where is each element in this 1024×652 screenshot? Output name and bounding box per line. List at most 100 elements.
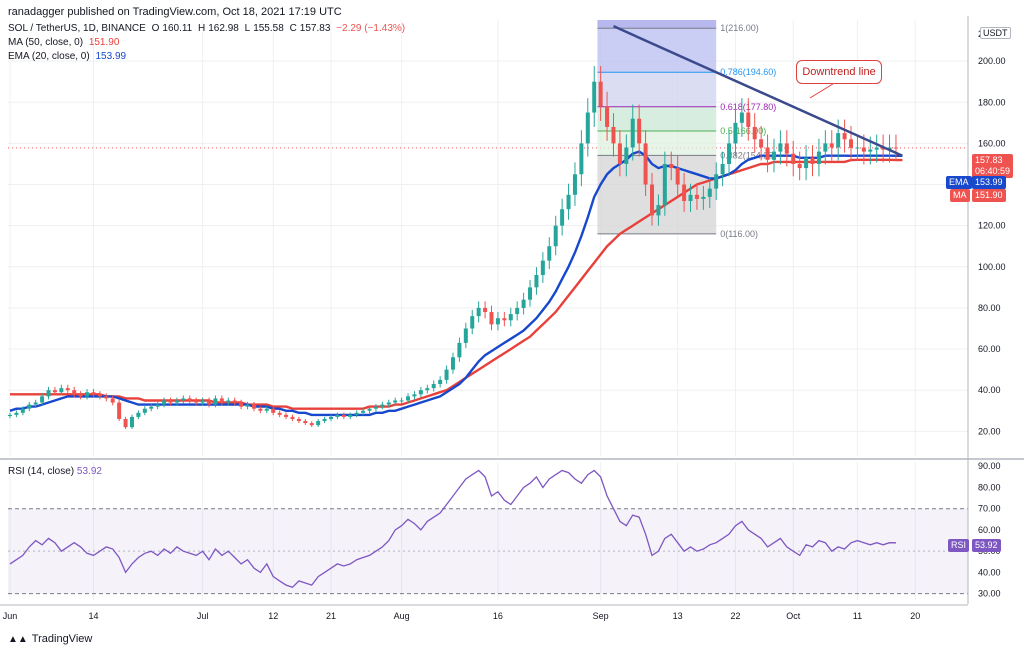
- candle: [893, 134, 898, 161]
- candle-body: [348, 414, 353, 417]
- candle: [592, 66, 597, 127]
- candle-body: [393, 400, 398, 403]
- candle: [412, 391, 417, 400]
- candle-body: [264, 408, 269, 411]
- candle-body: [868, 149, 873, 152]
- candle-body: [560, 209, 565, 226]
- fibonacci-retracement: 1(216.00)0.786(194.60)0.618(177.80)0.5(1…: [597, 20, 776, 239]
- candle-body: [296, 418, 301, 422]
- rsi-tick-label: 70.00: [978, 504, 1001, 514]
- ema-legend[interactable]: EMA (20, close, 0) 153.99: [8, 51, 129, 62]
- candle-body: [688, 194, 693, 201]
- time-tick-label: 20: [910, 611, 920, 621]
- currency-badge[interactable]: USDT: [980, 27, 1011, 39]
- candle: [675, 155, 680, 197]
- fib-level-label: 1(216.00): [720, 23, 759, 33]
- fib-zone: [597, 72, 717, 107]
- candle: [97, 391, 102, 400]
- candle: [117, 399, 122, 422]
- candle: [142, 406, 147, 416]
- symbol-line[interactable]: SOL / TetherUS, 1D, BINANCE: [8, 23, 146, 34]
- candle: [72, 386, 77, 398]
- candle: [470, 309, 475, 335]
- time-tick-label: Jun: [3, 611, 18, 621]
- candle: [20, 406, 25, 416]
- brand-name: TradingView: [31, 633, 93, 645]
- candle: [515, 301, 520, 321]
- candle: [438, 376, 443, 388]
- rsi-line: [9, 469, 897, 589]
- price-tick-label: 180.00: [978, 97, 1006, 107]
- candle: [284, 412, 289, 420]
- candle: [682, 173, 687, 212]
- candle-body: [598, 81, 603, 107]
- candle-body: [855, 147, 860, 149]
- candle-body: [540, 260, 545, 276]
- time-tick-label: Oct: [786, 611, 801, 621]
- candle: [739, 98, 744, 137]
- candle: [707, 177, 712, 208]
- candle: [155, 401, 160, 410]
- candle: [162, 397, 167, 408]
- time-tick-label: Sep: [593, 611, 609, 621]
- candle: [335, 412, 340, 420]
- candle: [650, 173, 654, 226]
- candle: [521, 292, 526, 315]
- candle: [463, 322, 468, 349]
- candle-body: [765, 147, 770, 160]
- candle: [418, 386, 423, 398]
- candle: [431, 380, 436, 392]
- time-tick-label: 16: [493, 611, 503, 621]
- candle-body: [720, 163, 725, 175]
- candle-body: [418, 390, 423, 395]
- candle: [669, 151, 674, 181]
- candle-body: [784, 143, 789, 154]
- candle: [27, 401, 32, 412]
- candle-body: [669, 163, 674, 169]
- candle-body: [329, 416, 333, 419]
- candle: [495, 312, 500, 331]
- candle: [232, 397, 237, 406]
- ma-layer: [9, 150, 903, 417]
- time-tick-label: Aug: [394, 611, 410, 621]
- candle-body: [200, 400, 205, 403]
- candle: [444, 365, 449, 384]
- candle: [78, 391, 83, 400]
- rsi-tick-label: 60.00: [978, 525, 1001, 535]
- close-value: 157.83: [299, 23, 331, 34]
- downtrend-line: [612, 25, 903, 157]
- candle: [694, 183, 699, 210]
- candle: [450, 352, 455, 374]
- candle: [380, 401, 385, 410]
- candle: [553, 215, 558, 256]
- candle-body: [207, 400, 212, 405]
- candle: [200, 397, 205, 406]
- candle: [540, 252, 545, 283]
- candle: [816, 138, 821, 177]
- candle: [425, 384, 430, 394]
- candle-body: [104, 396, 109, 399]
- candle: [656, 194, 661, 226]
- candle: [560, 198, 565, 236]
- candle-body: [136, 412, 141, 417]
- candle-body: [515, 307, 520, 315]
- candle-body: [40, 396, 45, 403]
- price-tick-label: 20.00: [978, 426, 1001, 436]
- candle-body: [476, 307, 481, 317]
- candle-body: [617, 143, 622, 164]
- candle-body: [239, 402, 244, 407]
- rsi-legend[interactable]: RSI (14, close) 53.92: [8, 466, 102, 477]
- ma-legend[interactable]: MA (50, close, 0) 151.90: [8, 37, 122, 48]
- candle: [104, 393, 109, 402]
- candle-body: [380, 404, 385, 407]
- candle-body: [251, 404, 256, 409]
- candle: [393, 397, 398, 406]
- candle-body: [585, 112, 590, 144]
- candle-body: [521, 299, 526, 308]
- tradingview-brand[interactable]: ▲▲ TradingView: [8, 633, 92, 645]
- candle-body: [123, 418, 128, 428]
- candle-body: [495, 318, 500, 325]
- candle: [168, 397, 173, 406]
- candle: [714, 162, 719, 200]
- time-tick-label: 21: [326, 611, 336, 621]
